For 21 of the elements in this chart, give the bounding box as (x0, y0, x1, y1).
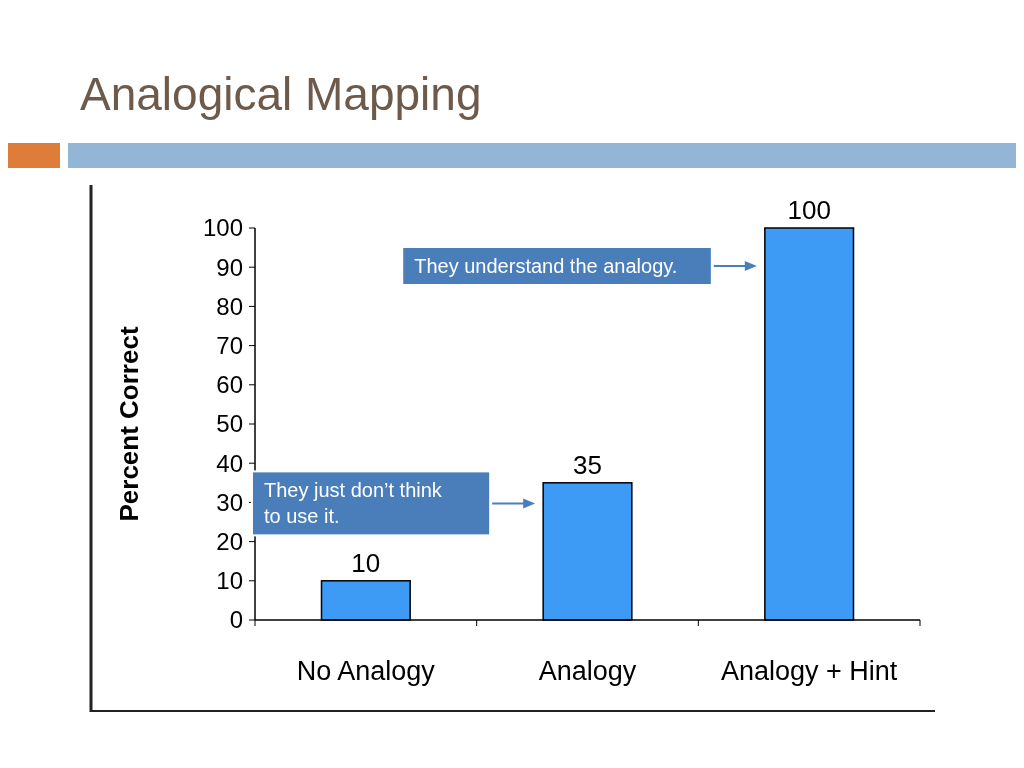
y-tick-label: 90 (216, 253, 243, 281)
y-tick-label: 50 (216, 410, 243, 438)
annotation: They understand the analogy. (414, 255, 678, 277)
x-tick-label: Analogy + Hint (720, 656, 898, 686)
data-label: 100 (787, 195, 831, 225)
y-axis-title: Percent Correct (114, 326, 144, 522)
y-tick-label: 100 (202, 214, 243, 242)
y-tick-label: 80 (216, 292, 243, 320)
y-tick-label: 10 (216, 567, 243, 595)
data-label: 35 (573, 449, 602, 480)
y-tick-label: 60 (216, 371, 243, 399)
y-tick-label: 70 (216, 332, 243, 359)
data-label: 10 (351, 547, 381, 578)
x-tick-label: No Analogy (296, 656, 436, 686)
annotation: They just don’t think to use it. (263, 479, 443, 528)
y-tick-label: 20 (216, 528, 243, 555)
y-tick-label: 40 (216, 449, 243, 477)
x-tick-label: Analogy (538, 656, 637, 686)
y-tick-label: 30 (216, 488, 243, 516)
y-tick-label: 0 (229, 606, 243, 634)
chart-title: Analogical Mapping (80, 68, 482, 120)
